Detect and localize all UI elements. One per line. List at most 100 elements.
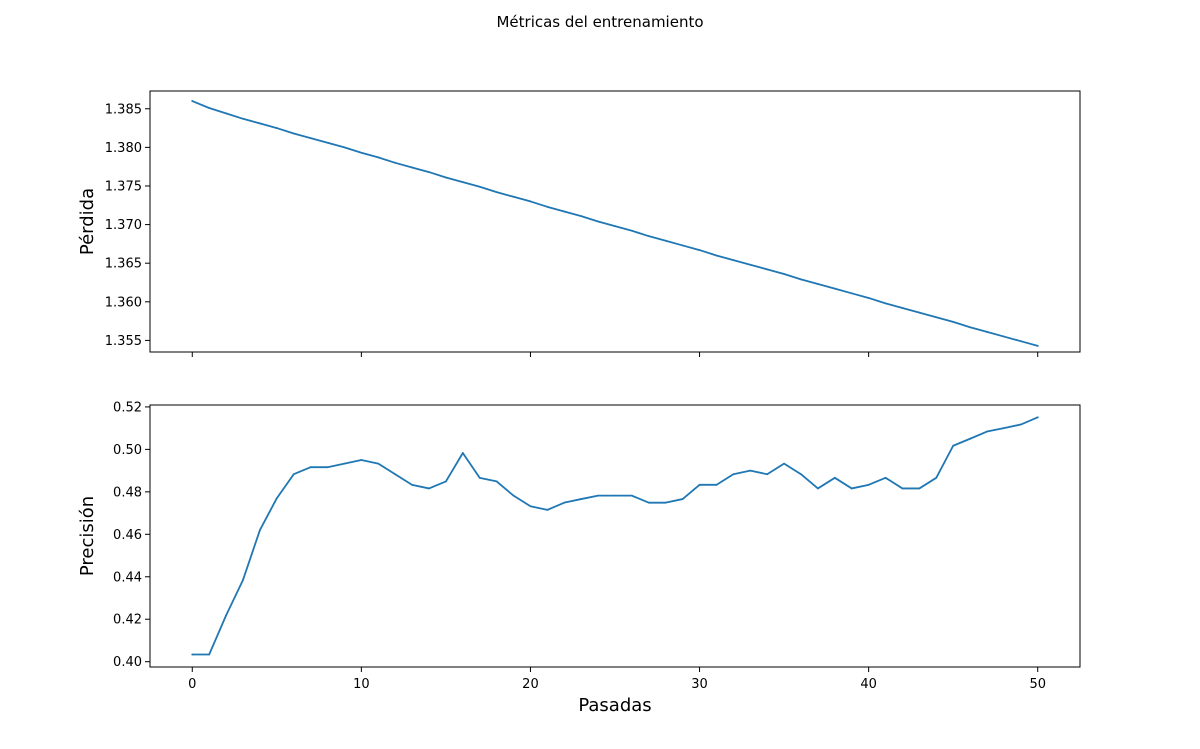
loss-data-point <box>1019 340 1022 343</box>
loss-data-point <box>208 107 211 109</box>
accuracy-data-point <box>512 494 515 497</box>
loss-data-point <box>698 249 701 251</box>
loss-data-point <box>461 181 464 184</box>
loss-data-point <box>512 195 515 198</box>
accuracy-data-point <box>461 452 464 454</box>
loss-data-point <box>647 235 650 238</box>
accuracy-data-point <box>664 501 667 504</box>
accuracy-data-point <box>918 487 921 490</box>
loss-panel: 1.355 1.360 1.365 1.370 1.375 1.380 1.385 Pérdi… <box>77 90 1081 357</box>
accuracy-ytick-label: 0.42 <box>113 613 142 628</box>
accuracy-xtick-label: 10 <box>353 677 370 692</box>
accuracy-data-point <box>242 579 244 581</box>
accuracy-panel: 0.40 0.42 0.44 0.46 0.48 0.50 0.52 0 10 20 30 40 50 P… <box>77 400 1081 716</box>
loss-data-point <box>681 244 684 247</box>
loss-data-point <box>614 225 616 228</box>
loss-data-point <box>259 122 261 125</box>
accuracy-data-point <box>495 480 498 483</box>
accuracy-data-point <box>563 501 566 504</box>
accuracy-data-point <box>1036 416 1039 419</box>
loss-data-point <box>817 283 819 285</box>
accuracy-data-point <box>817 487 819 490</box>
accuracy-data-point <box>884 476 887 479</box>
loss-ytick-label: 1.380 <box>105 141 142 156</box>
loss-data-point <box>563 210 566 213</box>
accuracy-data-point <box>681 498 684 500</box>
loss-data-point <box>309 137 312 140</box>
loss-data-point <box>749 263 752 266</box>
loss-data-point <box>529 200 532 203</box>
accuracy-series-line <box>191 416 1039 656</box>
loss-ytick-label: 1.370 <box>105 218 142 233</box>
accuracy-xtick-label: 0 <box>188 677 196 692</box>
accuracy-data-point <box>428 487 430 490</box>
loss-data-point <box>478 185 481 188</box>
accuracy-data-point <box>529 505 532 508</box>
loss-data-point <box>242 117 244 120</box>
accuracy-data-point <box>1019 423 1022 426</box>
loss-data-point <box>850 292 853 295</box>
accuracy-ytick-label: 0.50 <box>113 443 142 458</box>
accuracy-data-point <box>749 469 752 472</box>
loss-data-point <box>1003 335 1005 338</box>
loss-data-point <box>495 191 498 194</box>
loss-data-point <box>715 254 718 257</box>
accuracy-data-point <box>969 437 971 440</box>
accuracy-data-point <box>952 444 955 447</box>
loss-data-point <box>1036 344 1039 347</box>
loss-data-point <box>428 171 430 173</box>
accuracy-data-point <box>850 487 853 490</box>
accuracy-data-point <box>935 476 938 479</box>
accuracy-data-point <box>411 483 413 486</box>
accuracy-data-point <box>867 483 870 486</box>
loss-data-point <box>292 132 295 135</box>
accuracy-ytick-label: 0.46 <box>113 528 142 543</box>
accuracy-data-point <box>445 480 447 483</box>
loss-data-point <box>191 100 194 102</box>
loss-ytick-label: 1.375 <box>105 179 142 194</box>
loss-ylabel: Pérdida <box>77 188 98 255</box>
loss-data-point <box>225 112 227 115</box>
loss-data-point <box>833 287 836 290</box>
accuracy-data-point <box>901 487 904 490</box>
loss-data-point <box>783 273 785 275</box>
accuracy-ytick-label: 0.48 <box>113 485 142 500</box>
loss-data-point <box>969 326 971 329</box>
accuracy-data-point <box>647 501 650 504</box>
loss-data-point <box>631 229 633 232</box>
loss-ytick-label: 1.360 <box>105 295 142 310</box>
loss-axes-frame <box>149 90 1081 353</box>
loss-data-point <box>935 316 938 319</box>
accuracy-data-point <box>309 466 312 469</box>
accuracy-data-point <box>208 653 211 656</box>
accuracy-data-point <box>597 494 599 497</box>
accuracy-data-point <box>259 529 261 531</box>
loss-data-point <box>884 302 887 305</box>
accuracy-data-point <box>1003 427 1005 430</box>
loss-data-point <box>901 307 904 309</box>
loss-data-point <box>275 127 278 129</box>
accuracy-xtick-label: 20 <box>522 677 539 692</box>
loss-data-point <box>394 161 397 164</box>
accuracy-data-point <box>292 473 295 476</box>
accuracy-data-point <box>191 653 194 656</box>
accuracy-data-point <box>377 462 380 465</box>
loss-data-point <box>867 297 870 299</box>
accuracy-data-point <box>275 497 278 500</box>
loss-ytick-label: 1.385 <box>105 102 142 117</box>
loss-ytick-label: 1.365 <box>105 257 142 272</box>
accuracy-data-point <box>546 508 549 511</box>
accuracy-xtick-label: 50 <box>1029 677 1046 692</box>
accuracy-data-point <box>614 494 616 497</box>
accuracy-data-point <box>783 462 785 465</box>
accuracy-data-point <box>225 614 227 617</box>
loss-data-point <box>986 331 988 333</box>
accuracy-data-point <box>698 483 701 486</box>
loss-data-point <box>411 166 413 169</box>
loss-data-point <box>546 205 549 208</box>
loss-data-point <box>360 151 363 154</box>
accuracy-data-point <box>766 473 769 476</box>
accuracy-data-point <box>343 462 346 465</box>
accuracy-data-point <box>631 494 633 497</box>
